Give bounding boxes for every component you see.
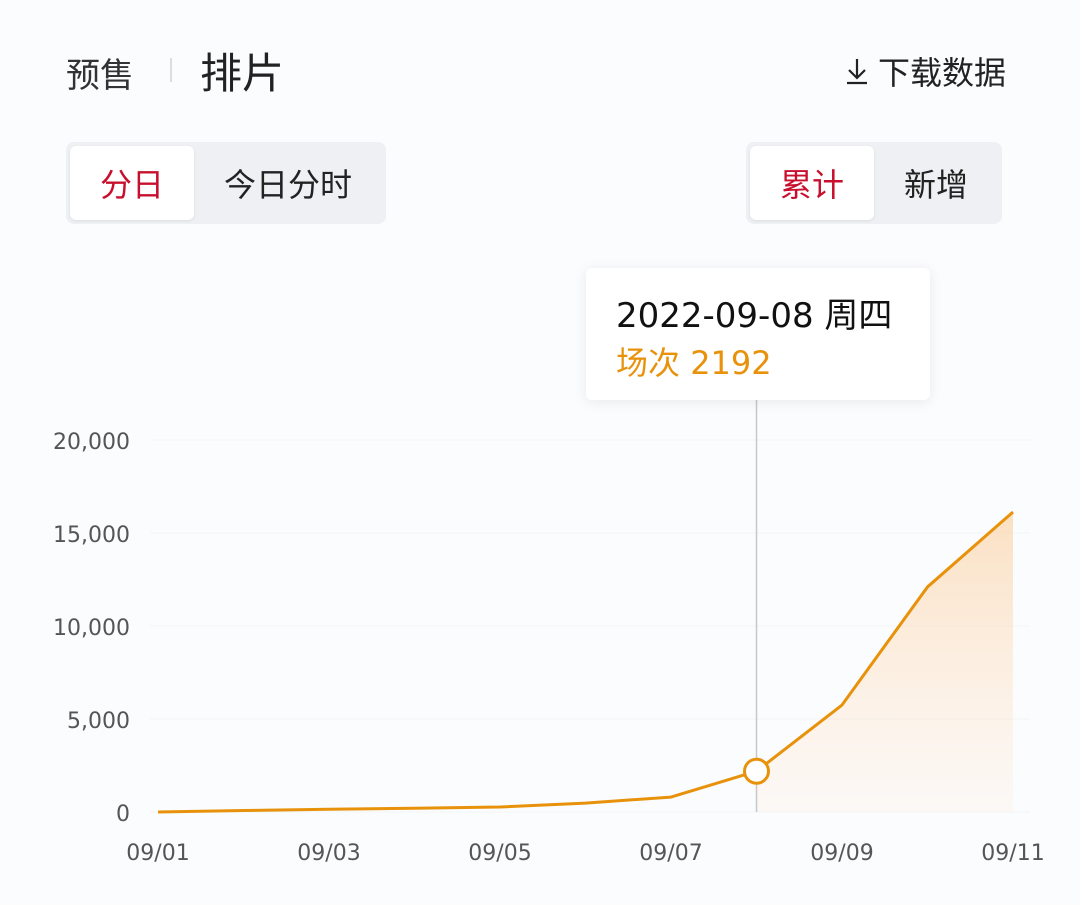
tooltip-value: 场次 2192: [616, 338, 772, 384]
x-tick-label: 09/05: [468, 841, 531, 866]
x-tick-label: 09/01: [126, 841, 189, 866]
divider: [170, 58, 172, 82]
y-tick-label: 5,000: [67, 709, 130, 734]
area-fill: [756, 511, 1013, 812]
tooltip-label: 场次: [616, 344, 681, 382]
tooltip: 2022-09-08 周四 场次 2192: [586, 268, 930, 400]
download-label: 下载数据: [878, 54, 1007, 92]
y-tick-label: 10,000: [53, 616, 130, 641]
x-tick-label: 09/11: [981, 841, 1044, 866]
x-tick-label: 09/09: [810, 841, 873, 866]
y-tick-label: 20,000: [53, 430, 130, 455]
tooltip-number: 2192: [690, 344, 772, 382]
series-line: [157, 510, 1014, 814]
y-tick-label: 15,000: [53, 523, 130, 548]
toggle-cumulative[interactable]: 累计: [750, 146, 875, 220]
tooltip-date: 2022-09-08 周四: [616, 296, 893, 336]
x-tick-label: 09/03: [297, 841, 360, 866]
download-icon: [847, 59, 867, 85]
tab-schedule[interactable]: 排片: [200, 49, 285, 98]
tab-presale[interactable]: 预售: [66, 56, 134, 96]
y-tick-label: 0: [116, 802, 130, 827]
download-button[interactable]: 下载数据: [844, 48, 1006, 94]
granularity-toggle: 分日 今日分时: [66, 142, 387, 224]
mode-toggle: 累计 新增: [746, 142, 1003, 224]
highlighted-point: [743, 757, 770, 785]
toggle-today-hourly[interactable]: 今日分时: [224, 166, 353, 204]
toggle-new[interactable]: 新增: [904, 166, 969, 204]
x-tick-label: 09/07: [639, 841, 702, 866]
toggle-daily[interactable]: 分日: [70, 146, 195, 220]
